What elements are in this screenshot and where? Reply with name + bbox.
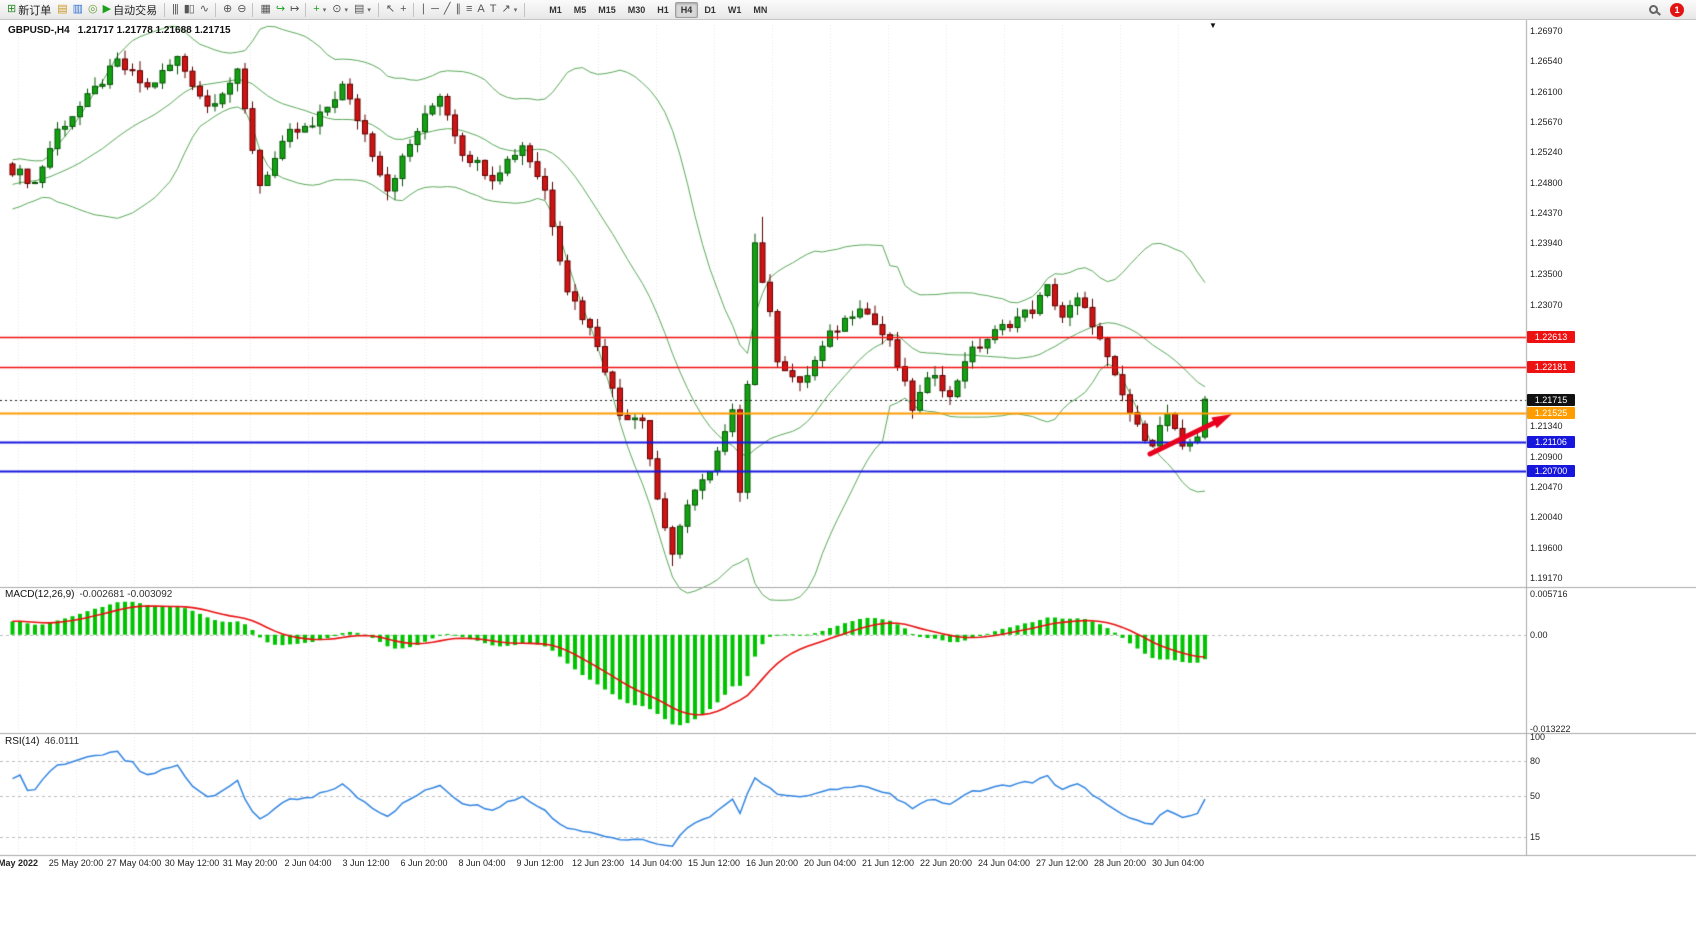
charts-icon[interactable]: ▤ [54, 3, 69, 16]
toolbar-right-cluster: 1 [1649, 2, 1692, 17]
text-label-icon[interactable]: T [487, 3, 499, 16]
profiles-icon[interactable]: ◎ [85, 3, 100, 16]
time-axis[interactable] [0, 855, 1696, 875]
crosshair-icon[interactable]: + [397, 3, 408, 16]
timeframe-w1[interactable]: W1 [727, 4, 742, 15]
horizontal-line-icon[interactable]: ─ [428, 3, 441, 16]
crosshair-icon: + [400, 3, 407, 15]
text-label-icon: T [489, 3, 497, 15]
candlestick-chart-icon: ▮▯ [183, 3, 195, 15]
toolbar-separator [305, 2, 307, 17]
timeframe-mn[interactable]: MN [753, 4, 768, 15]
channel-icon[interactable]: ∥ [452, 3, 463, 16]
notification-badge[interactable]: 1 [1670, 2, 1684, 17]
dropdown-arrow-icon: ▾ [513, 6, 518, 14]
new-order-icon: ⊞ [7, 3, 16, 15]
indicators-icon[interactable]: + ▾ [310, 3, 329, 16]
trendline-icon[interactable]: ╱ [441, 3, 453, 16]
toolbar-separator [377, 2, 379, 17]
timeframe-m30[interactable]: M30 [627, 4, 646, 15]
toolbar-separator [164, 2, 166, 17]
periods-icon[interactable]: ⊙ ▾ [329, 3, 351, 16]
autotrading-icon: ▶ [102, 3, 112, 15]
timeframe-d1[interactable]: D1 [704, 4, 716, 15]
dropdown-arrow-icon: ▾ [322, 6, 327, 14]
chart-shift-icon[interactable]: ↦ [287, 3, 301, 16]
autotrading-button[interactable]: ▶ 自动交易 [100, 1, 160, 19]
toolbar-separator [412, 2, 414, 17]
dropdown-arrow-icon: ▾ [344, 6, 348, 14]
text-icon[interactable]: A [474, 3, 486, 16]
candlestick-chart-icon[interactable]: ▮▯ [181, 3, 197, 16]
zoom-in-icon: ⊕ [223, 3, 232, 15]
trendline-icon: ╱ [443, 3, 451, 15]
shapes-icon[interactable]: ↗ ▾ [498, 3, 520, 16]
fibonacci-icon[interactable]: ≡ [463, 3, 474, 16]
toolbar-separator [524, 2, 526, 17]
vertical-line-icon: ∣ [420, 3, 426, 15]
bars-chart-icon: ||| [172, 3, 179, 15]
dropdown-arrow-icon: ▾ [367, 6, 371, 14]
periods-icon: ⊙ [332, 3, 341, 15]
fibonacci-icon: ≡ [465, 3, 473, 15]
channel-icon: ∥ [455, 3, 460, 15]
tile-windows-icon: ▦ [260, 3, 270, 15]
vertical-line-icon[interactable]: ∣ [418, 3, 429, 16]
toolbar-separator [215, 2, 217, 17]
zoom-in-icon[interactable]: ⊕ [220, 3, 234, 16]
zoom-out-icon: ⊖ [237, 3, 246, 15]
charts-icon: ▤ [57, 3, 67, 15]
new-order-button[interactable]: ⊞ 新订单 [4, 1, 54, 19]
horizontal-line-icon: ─ [431, 3, 439, 15]
indicators-icon: + [313, 3, 320, 15]
autotrading-button-label: 自动交易 [113, 4, 158, 17]
tile-windows-icon[interactable]: ▦ [257, 3, 272, 16]
bars-chart-icon[interactable]: ||| [169, 3, 181, 16]
price-axis[interactable] [1526, 20, 1696, 855]
timeframe-m15[interactable]: M15 [598, 4, 616, 15]
timeframe-h4[interactable]: H4 [674, 1, 699, 18]
auto-scroll-icon: ↪ [275, 3, 285, 15]
text-icon: A [477, 3, 484, 15]
cursor-icon: ↖ [385, 3, 395, 15]
new-chart-icon[interactable]: ▥ [70, 3, 85, 16]
toolbar-separator [252, 2, 254, 17]
search-icon[interactable] [1649, 5, 1658, 14]
timeframe-m5[interactable]: M5 [573, 4, 587, 15]
line-chart-icon: ∿ [199, 3, 209, 15]
profiles-icon: ◎ [88, 3, 98, 15]
timeframe-buttons: M1 M5 M15 M30 H1 H4 D1 W1 MN [543, 1, 773, 18]
new-chart-icon: ▥ [72, 3, 83, 15]
timeframe-h1[interactable]: H1 [657, 4, 669, 15]
cursor-icon[interactable]: ↖ [383, 3, 397, 16]
templates-icon: ▤ [353, 3, 364, 15]
new-order-button-label: 新订单 [18, 4, 52, 17]
toolbar: ⊞ 新订单 ▤ ▥ ◎ ▶ 自动交易 ||| ▮▯ ∿ ⊕ ⊖ ▦ ↪ ↦ + ▾ ⊙ ▾ ▤ ▾ ↖ + ∣ ─ ╱ ∥ ≡ A T ↗ ▾… [0, 0, 1696, 20]
chart-shift-icon: ↦ [290, 3, 299, 15]
timeframe-m1[interactable]: M1 [549, 4, 562, 15]
auto-scroll-icon[interactable]: ↪ [273, 3, 287, 16]
shapes-icon: ↗ [501, 3, 510, 15]
templates-icon[interactable]: ▤ ▾ [351, 3, 374, 16]
zoom-out-icon[interactable]: ⊖ [234, 3, 248, 16]
line-chart-icon[interactable]: ∿ [197, 3, 211, 16]
